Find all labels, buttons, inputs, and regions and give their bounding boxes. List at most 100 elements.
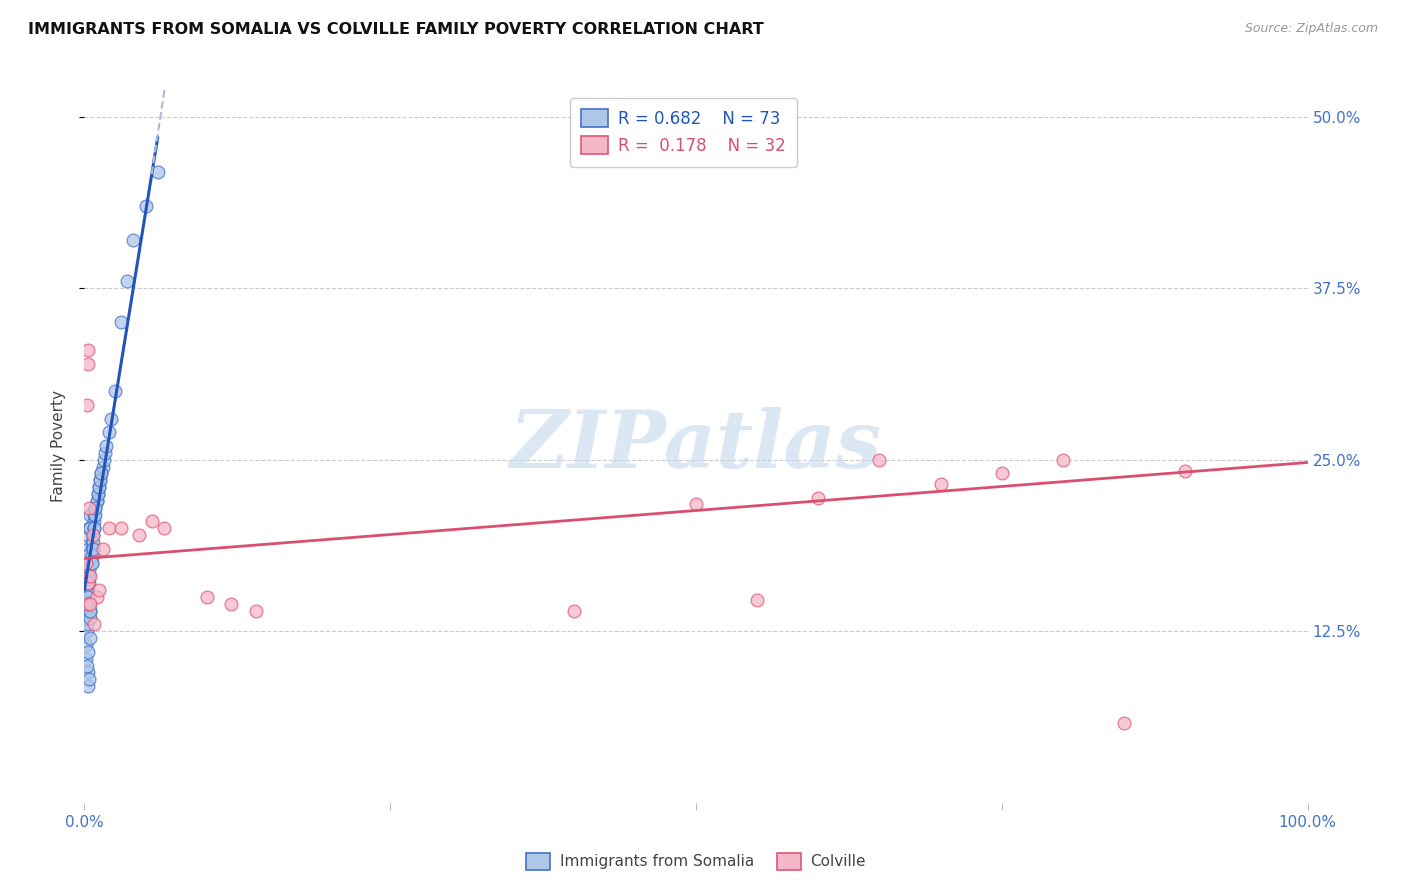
Text: IMMIGRANTS FROM SOMALIA VS COLVILLE FAMILY POVERTY CORRELATION CHART: IMMIGRANTS FROM SOMALIA VS COLVILLE FAMI… [28, 22, 763, 37]
Point [128, 528, 150, 542]
Point [79, 604, 101, 618]
Point [82, 541, 104, 556]
Point [75, 638, 97, 652]
Point [146, 164, 169, 178]
Point [77, 645, 100, 659]
Point [77, 562, 100, 576]
Point [82, 541, 104, 556]
Point [562, 604, 585, 618]
Point [89, 473, 111, 487]
Point [110, 316, 132, 330]
Point [153, 521, 176, 535]
Point [97, 521, 120, 535]
Point [77, 576, 100, 591]
Point [80, 541, 103, 556]
Point [83, 515, 105, 529]
Legend: Immigrants from Somalia, Colville: Immigrants from Somalia, Colville [519, 846, 873, 877]
Point [87, 480, 110, 494]
Point [82, 528, 104, 542]
Point [76, 398, 98, 412]
Point [76, 597, 98, 611]
Point [929, 477, 952, 491]
Point [79, 508, 101, 522]
Point [77, 679, 100, 693]
Point [84, 500, 107, 515]
Point [100, 411, 122, 425]
Point [75, 583, 97, 598]
Point [77, 576, 100, 591]
Point [110, 521, 132, 535]
Point [75, 651, 97, 665]
Point [86, 590, 108, 604]
Point [77, 590, 100, 604]
Point [77, 673, 100, 687]
Point [747, 592, 769, 607]
Point [77, 569, 100, 583]
Point [76, 624, 98, 639]
Point [91, 541, 114, 556]
Point [90, 467, 112, 481]
Point [87, 480, 110, 494]
Point [685, 497, 707, 511]
Point [219, 597, 242, 611]
Point [87, 487, 110, 501]
Point [141, 515, 163, 529]
Point [122, 233, 145, 247]
Point [79, 631, 101, 645]
Point [83, 521, 105, 535]
Point [77, 569, 100, 583]
Point [80, 535, 103, 549]
Text: ZIPatlas: ZIPatlas [510, 408, 882, 484]
Point [83, 617, 105, 632]
Point [77, 597, 100, 611]
Point [87, 583, 110, 598]
Point [96, 439, 118, 453]
Point [76, 617, 98, 632]
Point [75, 556, 97, 570]
Point [93, 452, 115, 467]
Y-axis label: Family Poverty: Family Poverty [51, 390, 66, 502]
Point [83, 508, 105, 522]
Point [77, 583, 100, 598]
Point [807, 491, 830, 505]
Point [76, 556, 98, 570]
Point [869, 452, 891, 467]
Point [104, 384, 127, 398]
Point [245, 604, 267, 618]
Point [76, 569, 98, 583]
Point [77, 343, 100, 357]
Point [86, 494, 108, 508]
Point [90, 467, 112, 481]
Point [82, 535, 104, 549]
Point [77, 665, 100, 680]
Point [1114, 716, 1136, 731]
Point [79, 604, 101, 618]
Point [76, 528, 98, 542]
Text: Source: ZipAtlas.com: Source: ZipAtlas.com [1244, 22, 1378, 36]
Point [79, 521, 101, 535]
Point [83, 521, 105, 535]
Point [80, 556, 103, 570]
Point [82, 528, 104, 542]
Point [80, 549, 103, 563]
Point [135, 199, 157, 213]
Point [94, 446, 117, 460]
Point [75, 556, 97, 570]
Point [77, 556, 100, 570]
Point [89, 473, 111, 487]
Point [80, 556, 103, 570]
Point [76, 576, 98, 591]
Point [77, 521, 100, 535]
Point [97, 425, 120, 440]
Point [79, 610, 101, 624]
Point [77, 541, 100, 556]
Point [1174, 464, 1197, 478]
Point [77, 597, 100, 611]
Point [991, 467, 1014, 481]
Point [84, 500, 107, 515]
Point [76, 658, 98, 673]
Point [79, 569, 101, 583]
Point [77, 597, 100, 611]
Point [84, 508, 107, 522]
Point [77, 357, 100, 371]
